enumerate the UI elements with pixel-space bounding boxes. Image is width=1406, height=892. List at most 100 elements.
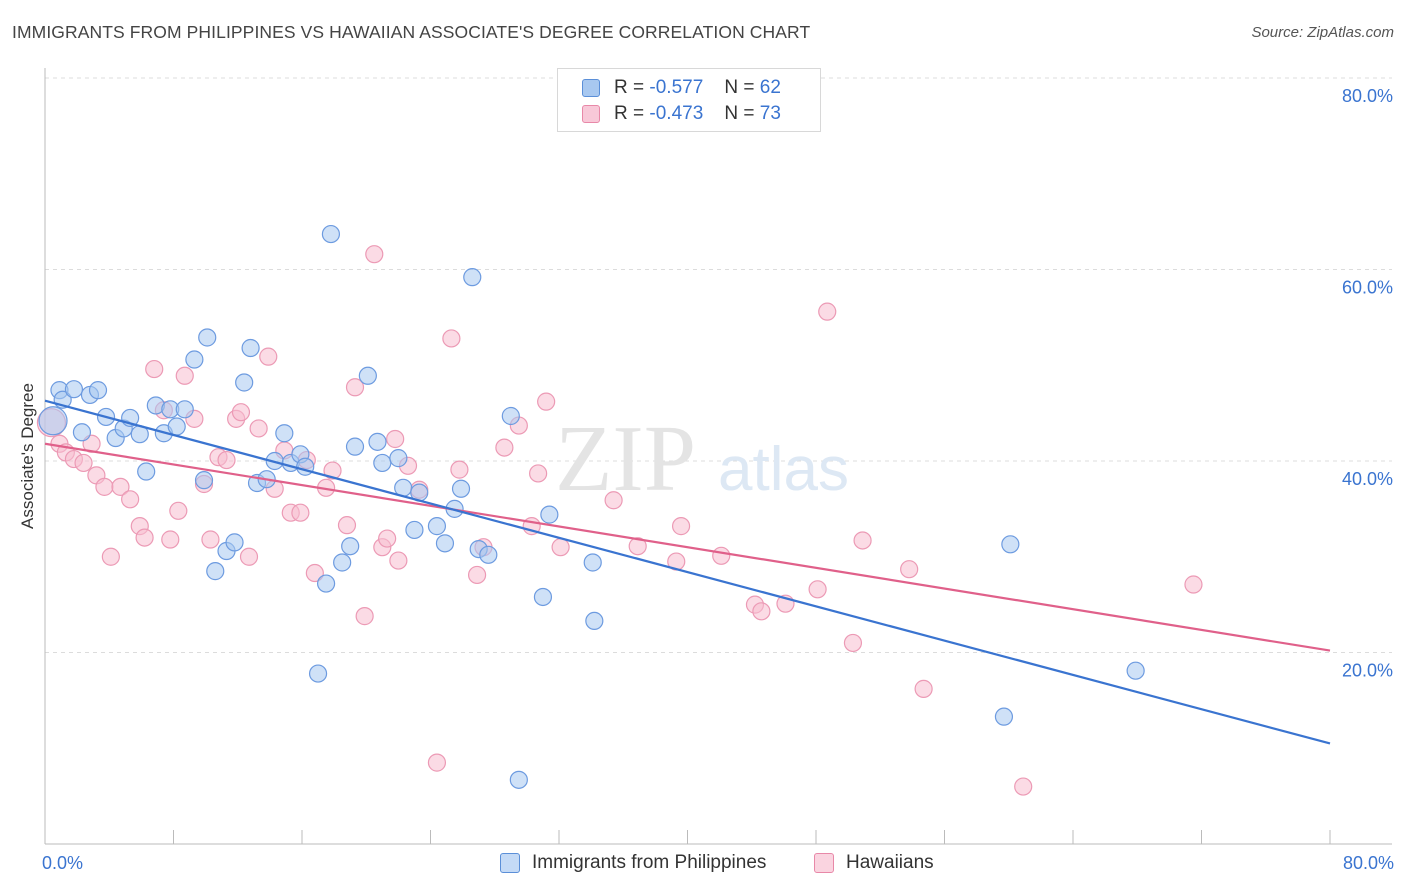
philippines-trend-line (44, 399, 1331, 745)
philippines-point (585, 611, 604, 631)
philippines-point (235, 373, 254, 392)
philippines-point (341, 537, 360, 556)
hawaiians-point (239, 547, 259, 566)
philippines-point (540, 505, 559, 524)
philippines-point (501, 406, 520, 426)
philippines-point (509, 770, 528, 789)
philippines-point (321, 224, 341, 244)
hawaiians-point (74, 453, 93, 473)
hawaiians-point (378, 529, 397, 548)
philippines-point (225, 533, 244, 552)
legend-n-label: N = (724, 103, 755, 124)
hawaiians-point (1184, 575, 1203, 594)
hawaiians-point (95, 477, 114, 496)
hawaiians-point (111, 477, 130, 496)
hawaiians-point (135, 528, 154, 547)
hawaiians-point (900, 560, 919, 579)
hawaiians-point (217, 450, 236, 470)
philippines-point (1126, 661, 1145, 680)
y-axis-label: Associate's Degree (18, 383, 37, 529)
series-swatch-pink (814, 853, 834, 873)
hawaiians-point (323, 461, 342, 480)
hawaiians-point (161, 530, 180, 549)
hawaiians-point (818, 302, 837, 321)
x-tick-label-min: 0.0% (42, 853, 83, 873)
philippines-point (994, 707, 1014, 726)
y-tick-label-0: 20.0% (1342, 661, 1393, 681)
philippines-point (427, 517, 447, 536)
hawaiians-point (467, 565, 487, 585)
hawaiians-point (121, 490, 140, 509)
series-label-philippines: Immigrants from Philippines (532, 852, 767, 873)
philippines-point (167, 417, 186, 436)
hawaiians-point (495, 438, 514, 457)
hawaiians-trend-line (44, 442, 1331, 652)
y-tick-label-3: 80.0% (1342, 86, 1393, 106)
hawaiians-point (145, 359, 164, 379)
philippines-point (308, 664, 328, 683)
chart-title: IMMIGRANTS FROM PHILIPPINES VS HAWAIIAN … (12, 22, 811, 42)
philippines-point (389, 449, 408, 468)
philippines-point (72, 423, 92, 442)
philippines-point (1001, 535, 1020, 554)
hawaiians-point (345, 378, 365, 397)
philippines-point (275, 424, 294, 443)
source-credit: Source: ZipAtlas.com (1251, 24, 1394, 41)
series-swatch-blue (500, 853, 520, 873)
philippines-point (185, 350, 204, 369)
hawaiians-point (808, 580, 827, 599)
philippines-point (451, 479, 471, 498)
hawaiians-point (671, 517, 691, 536)
trend-lines (44, 399, 1331, 745)
hawaiians-point (843, 633, 863, 653)
legend-r-label: R = (614, 77, 645, 98)
y-tick-labels: 20.0% 40.0% 60.0% 80.0% (1342, 86, 1393, 681)
philippines-point (175, 400, 194, 419)
y-tick-label-2: 60.0% (1342, 278, 1393, 298)
philippines-point (88, 381, 108, 400)
hawaiians-point (291, 503, 310, 522)
philippines-point (198, 328, 217, 347)
philippines-point (333, 553, 352, 572)
hawaiians-point (175, 366, 194, 385)
y-tick-label-1: 40.0% (1342, 469, 1393, 489)
legend-r-value: -0.473 (649, 103, 704, 124)
watermark: ZIP atlas (555, 407, 849, 511)
philippines-point (64, 380, 84, 399)
hawaiians-point (853, 531, 872, 550)
gridlines (45, 77, 1392, 653)
stats-legend: R = -0.577 N = 62 R = -0.473 N = 73 (557, 68, 821, 132)
hawaiians-point (551, 538, 570, 557)
hawaiians-point (201, 530, 220, 549)
hawaiians-point (169, 501, 188, 520)
philippines-point (479, 545, 498, 564)
legend-r-value: -0.577 (649, 77, 704, 98)
philippines-point (463, 268, 482, 287)
hawaiians-point (914, 679, 933, 698)
hawaiians-point (389, 551, 408, 570)
hawaiians-point (386, 429, 405, 449)
philippines-point (368, 432, 387, 451)
series-label-hawaiians: Hawaiians (846, 852, 934, 873)
legend-r-label: R = (614, 103, 645, 124)
legend-swatch-pink (582, 105, 600, 123)
hawaiians-point (365, 245, 384, 264)
legend-n-label: N = (724, 77, 755, 98)
hawaiians-point (259, 347, 278, 366)
hawaiians-point (529, 464, 548, 483)
legend-n-value: 73 (759, 103, 781, 124)
hawaiians-points (36, 245, 1203, 796)
hawaiians-point (537, 392, 556, 411)
hawaiians-point (249, 419, 268, 438)
hawaiians-point (752, 602, 771, 621)
x-tick-label-max: 80.0% (1343, 853, 1394, 873)
watermark-atlas: atlas (718, 435, 849, 504)
hawaiians-point (101, 547, 120, 566)
axes (44, 68, 1392, 845)
hawaiians-point (442, 329, 461, 348)
hawaiians-point (337, 516, 357, 535)
hawaiians-point (427, 753, 447, 772)
philippines-point (358, 366, 377, 385)
philippines-point (316, 574, 336, 593)
